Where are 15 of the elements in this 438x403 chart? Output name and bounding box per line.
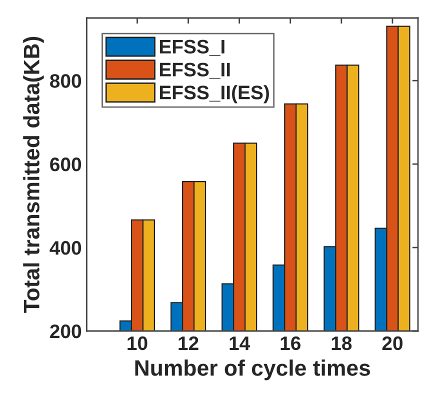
x-tick-label: 20 (382, 336, 402, 350)
y-tick-label: 400 (50, 241, 82, 255)
x-axis-title: Number of cycle times (135, 360, 370, 380)
legend-label: EFSS_I (160, 40, 224, 56)
x-tick-label: 10 (128, 336, 148, 350)
x-tick-label: 18 (332, 336, 352, 350)
y-tick-label: 200 (50, 324, 82, 338)
y-axis-title: Total transmitted data(KB) (23, 36, 44, 313)
y-tick-label: 600 (50, 158, 82, 172)
x-tick-label: 14 (230, 336, 250, 350)
x-tick-label: 12 (178, 336, 198, 350)
x-tick-label: 16 (280, 336, 300, 350)
legend-label: EFSS_II(ES) (160, 85, 269, 104)
y-tick-label: 800 (50, 74, 82, 88)
legend-label: EFSS_II (160, 62, 230, 79)
